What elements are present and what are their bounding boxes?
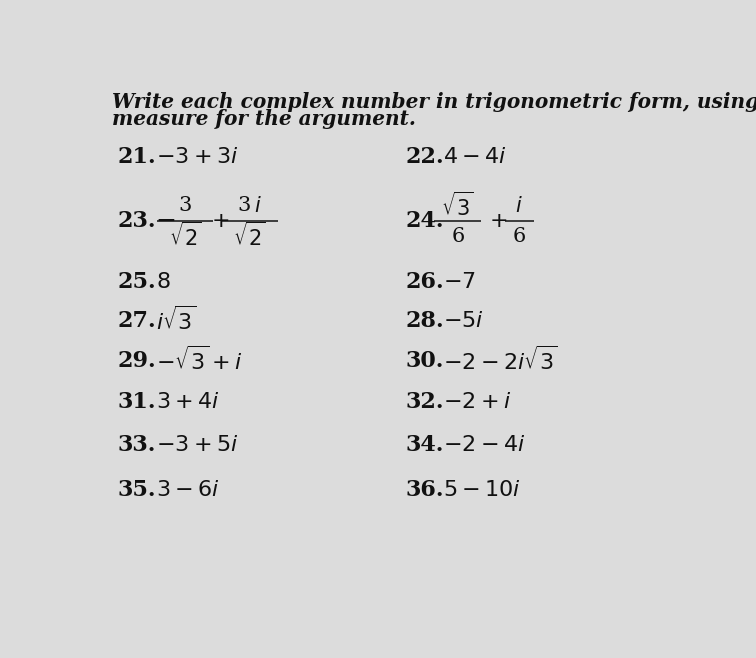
Text: $-3+5i$: $-3+5i$ [156, 434, 238, 456]
Text: $-2-2i\sqrt{3}$: $-2-2i\sqrt{3}$ [443, 347, 558, 375]
Text: $i$: $i$ [253, 195, 262, 216]
Text: 35.: 35. [118, 480, 156, 501]
Text: $i\sqrt{3}$: $i\sqrt{3}$ [156, 307, 197, 335]
Text: $-\sqrt{3}+i$: $-\sqrt{3}+i$ [156, 347, 243, 375]
Text: 26.: 26. [405, 270, 444, 293]
Text: $-$: $-$ [155, 209, 175, 232]
Text: 28.: 28. [405, 310, 444, 332]
Text: $4-4i$: $4-4i$ [443, 147, 507, 168]
Text: $\sqrt{3}$: $\sqrt{3}$ [442, 191, 474, 220]
Text: $3+4i$: $3+4i$ [156, 392, 220, 413]
Text: 22.: 22. [405, 147, 444, 168]
Text: $5-10i$: $5-10i$ [443, 480, 521, 501]
Text: $+$: $+$ [489, 210, 507, 232]
Text: 23.: 23. [118, 210, 156, 232]
Text: measure for the argument.: measure for the argument. [112, 109, 416, 130]
Text: $-5i$: $-5i$ [443, 310, 484, 332]
Text: $-7$: $-7$ [443, 270, 476, 293]
Text: 3: 3 [237, 196, 250, 215]
Text: $+$: $+$ [210, 210, 229, 232]
Text: 21.: 21. [118, 147, 156, 168]
Text: 24.: 24. [405, 210, 444, 232]
Text: $-2-4i$: $-2-4i$ [443, 434, 525, 456]
Text: $\sqrt{2}$: $\sqrt{2}$ [234, 222, 266, 250]
Text: $-2+i$: $-2+i$ [443, 392, 511, 413]
Text: $i$: $i$ [516, 195, 523, 216]
Text: 25.: 25. [118, 270, 156, 293]
Text: $8$: $8$ [156, 270, 171, 293]
Text: 31.: 31. [118, 392, 156, 413]
Text: $\sqrt{2}$: $\sqrt{2}$ [169, 222, 202, 250]
Text: $-3+3i$: $-3+3i$ [156, 147, 238, 168]
Text: 29.: 29. [118, 349, 156, 372]
Text: Write each complex number in trigonometric form, using degree: Write each complex number in trigonometr… [112, 91, 756, 112]
Text: 33.: 33. [118, 434, 156, 456]
Text: 34.: 34. [405, 434, 444, 456]
Text: 6: 6 [513, 226, 526, 245]
Text: 27.: 27. [118, 310, 156, 332]
Text: 6: 6 [451, 226, 464, 245]
Text: 3: 3 [178, 196, 192, 215]
Text: 36.: 36. [405, 480, 444, 501]
Text: $3-6i$: $3-6i$ [156, 480, 220, 501]
Text: 30.: 30. [405, 349, 444, 372]
Text: 32.: 32. [405, 392, 444, 413]
